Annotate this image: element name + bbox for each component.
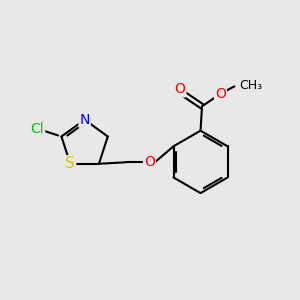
- Text: S: S: [65, 156, 75, 171]
- Text: O: O: [175, 82, 185, 96]
- Text: CH₃: CH₃: [239, 79, 262, 92]
- Text: O: O: [144, 155, 155, 169]
- Text: O: O: [215, 87, 226, 101]
- Text: N: N: [80, 113, 90, 127]
- Text: Cl: Cl: [31, 122, 44, 136]
